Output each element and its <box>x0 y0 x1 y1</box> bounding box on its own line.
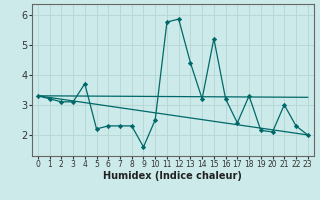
X-axis label: Humidex (Indice chaleur): Humidex (Indice chaleur) <box>103 171 242 181</box>
